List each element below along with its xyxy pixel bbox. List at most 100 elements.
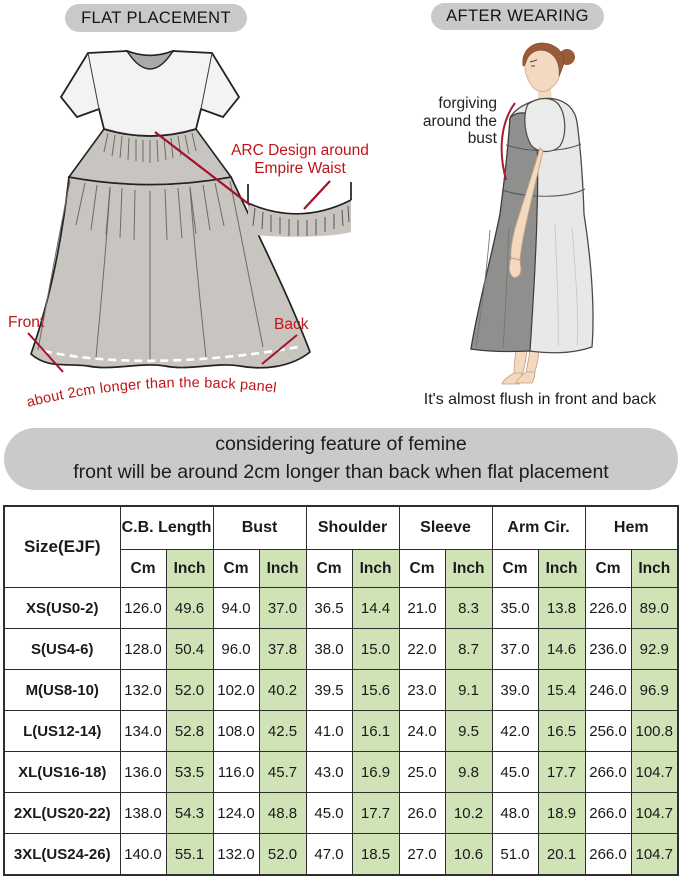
value-cell: 266.0 [584, 792, 632, 834]
dress-skirt [30, 175, 312, 369]
value-cell: 24.0 [398, 710, 446, 752]
value-cell: 9.8 [444, 751, 493, 793]
value-cell: 27.0 [398, 833, 446, 876]
value-cell: 100.8 [630, 710, 679, 752]
value-cell: 25.0 [398, 751, 446, 793]
unit-header-cm: Cm [491, 549, 539, 588]
front-label: Front [8, 314, 45, 331]
unit-header-inch: Inch [258, 549, 307, 588]
value-cell: 92.9 [630, 628, 679, 670]
unit-header-cm: Cm [212, 549, 260, 588]
flush-note: It's almost flush in front and back [423, 391, 657, 408]
value-cell: 39.0 [491, 669, 539, 711]
size-row: 3XL(US24-26) 140.0 55.1 132.0 52.0 47.0 18.5 27… [3, 833, 679, 876]
illustration-section: FLAT PLACEMENT AFTER WEARING [0, 0, 682, 428]
value-cell: 38.0 [305, 628, 353, 670]
after-wearing-badge: AFTER WEARING [431, 3, 604, 30]
value-cell: 256.0 [584, 710, 632, 752]
value-cell: 48.0 [491, 792, 539, 834]
group-header: Shoulder [305, 505, 400, 550]
bust-gap-curve [500, 102, 516, 181]
value-cell: 45.7 [258, 751, 307, 793]
size-label: M(US8-10) [3, 669, 121, 711]
size-table: Size(EJF) C.B. Length Bust Shoulder Sleeve Ar… [3, 505, 680, 876]
value-cell: 37.0 [491, 628, 539, 670]
value-cell: 36.5 [305, 587, 353, 629]
group-header: Arm Cir. [491, 505, 586, 550]
size-label: XL(US16-18) [3, 751, 121, 793]
value-cell: 132.0 [212, 833, 260, 876]
hair [522, 42, 565, 77]
size-label: 3XL(US24-26) [3, 833, 121, 876]
value-cell: 266.0 [584, 833, 632, 876]
back-hem-dashed-line [43, 345, 299, 363]
value-cell: 37.0 [258, 587, 307, 629]
value-cell: 26.0 [398, 792, 446, 834]
value-cell: 45.0 [491, 751, 539, 793]
after-wearing-label: AFTER WEARING [446, 7, 589, 25]
feature-banner: considering feature of femine front will… [4, 428, 678, 490]
value-cell: 47.0 [305, 833, 353, 876]
value-cell: 124.0 [212, 792, 260, 834]
value-cell: 94.0 [212, 587, 260, 629]
group-header: Hem [584, 505, 679, 550]
waist-arc-inset [247, 182, 352, 237]
front-panel [470, 112, 539, 353]
value-cell: 18.5 [351, 833, 400, 876]
value-cell: 16.5 [537, 710, 586, 752]
value-cell: 140.0 [119, 833, 167, 876]
flat-placement-label: FLAT PLACEMENT [81, 8, 231, 27]
value-cell: 266.0 [584, 751, 632, 793]
value-cell: 41.0 [305, 710, 353, 752]
value-cell: 9.5 [444, 710, 493, 752]
value-cell: 37.8 [258, 628, 307, 670]
unit-header-inch: Inch [351, 549, 400, 588]
size-label: XS(US0-2) [3, 587, 121, 629]
unit-header-inch: Inch [444, 549, 493, 588]
value-cell: 52.0 [165, 669, 214, 711]
value-cell: 52.8 [165, 710, 214, 752]
value-cell: 48.8 [258, 792, 307, 834]
group-header: Bust [212, 505, 307, 550]
size-table-body: XS(US0-2) 126.0 49.6 94.0 37.0 36.5 14.4 21.0 8.… [3, 587, 679, 876]
value-cell: 8.7 [444, 628, 493, 670]
annotation-pointer-lines [27, 131, 331, 373]
unit-header-cm: Cm [119, 549, 167, 588]
value-cell: 20.1 [537, 833, 586, 876]
size-label: L(US12-14) [3, 710, 121, 752]
value-cell: 53.5 [165, 751, 214, 793]
size-row: 2XL(US20-22) 138.0 54.3 124.0 48.8 45.0 17.7 26… [3, 792, 679, 834]
worn-dress [470, 97, 594, 354]
neckline [125, 49, 175, 70]
unit-header-inch: Inch [165, 549, 214, 588]
value-cell: 246.0 [584, 669, 632, 711]
value-cell: 15.6 [351, 669, 400, 711]
size-row: L(US12-14) 134.0 52.8 108.0 42.5 41.0 16.1 24.0… [3, 710, 679, 752]
value-cell: 16.9 [351, 751, 400, 793]
value-cell: 104.7 [630, 792, 679, 834]
size-row: XL(US16-18) 136.0 53.5 116.0 45.7 43.0 16.9 25.… [3, 751, 679, 793]
value-cell: 42.5 [258, 710, 307, 752]
value-cell: 102.0 [212, 669, 260, 711]
size-label: 2XL(US20-22) [3, 792, 121, 834]
value-cell: 134.0 [119, 710, 167, 752]
arc-design-note: ARC Design around Empire Waist [231, 142, 369, 177]
unit-header-cm: Cm [584, 549, 632, 588]
unit-header-cm: Cm [305, 549, 353, 588]
back-label: Back [274, 316, 309, 333]
size-label: S(US4-6) [3, 628, 121, 670]
value-cell: 10.6 [444, 833, 493, 876]
value-cell: 236.0 [584, 628, 632, 670]
value-cell: 89.0 [630, 587, 679, 629]
forgiving-bust-note: forgiving around the bust [422, 95, 497, 148]
table-header-groups: Size(EJF) C.B. Length Bust Shoulder Sleeve Ar… [3, 505, 679, 588]
flat-placement-badge: FLAT PLACEMENT [65, 4, 247, 32]
value-cell: 116.0 [212, 751, 260, 793]
value-cell: 104.7 [630, 751, 679, 793]
size-row: XS(US0-2) 126.0 49.6 94.0 37.0 36.5 14.4 21.0 8.… [3, 587, 679, 629]
unit-header-inch: Inch [630, 549, 679, 588]
value-cell: 22.0 [398, 628, 446, 670]
value-cell: 15.0 [351, 628, 400, 670]
value-cell: 226.0 [584, 587, 632, 629]
